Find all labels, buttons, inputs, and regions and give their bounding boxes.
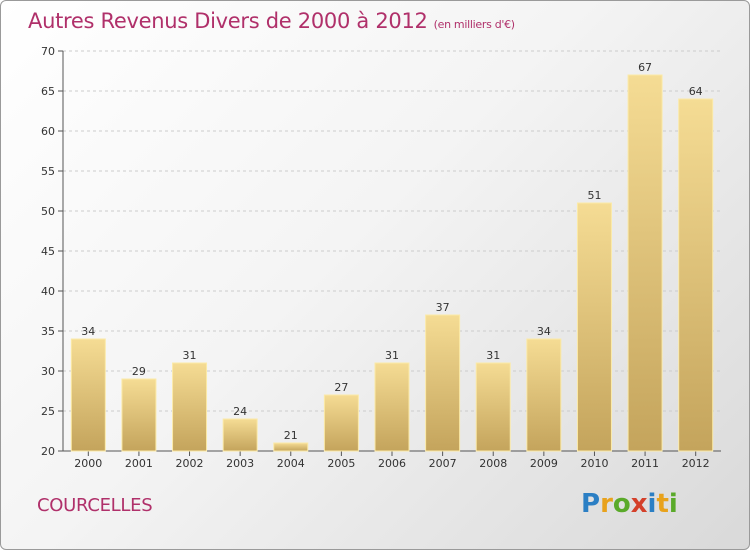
bar-value-label: 21 (284, 429, 298, 442)
chart-title-text: Autres Revenus Divers de 2000 à 2012 (28, 9, 428, 33)
logo-letter: P (581, 489, 601, 519)
y-tick-label: 50 (41, 205, 55, 218)
y-tick-label: 25 (41, 405, 55, 418)
bar-2004 (273, 442, 309, 452)
bar-value-label: 31 (385, 349, 399, 362)
bar-value-label: 37 (436, 301, 450, 314)
y-tick-label: 70 (41, 45, 55, 58)
x-tick-label: 2000 (74, 457, 102, 470)
bar-value-label: 34 (537, 325, 551, 338)
bar-value-label: 31 (183, 349, 197, 362)
logo-letter: i (668, 489, 678, 519)
bar-2009 (526, 338, 562, 452)
x-tick-label: 2012 (682, 457, 710, 470)
y-tick-label: 40 (41, 285, 55, 298)
bars: 34 29 31 24 21 27 31 37 31 34 51 67 64 (70, 61, 714, 452)
bar-value-label: 24 (233, 405, 247, 418)
bar-value-label: 27 (334, 381, 348, 394)
bar-value-label: 51 (587, 189, 601, 202)
y-tick-label: 60 (41, 125, 55, 138)
logo-letter: t (656, 489, 669, 519)
bar-2003 (222, 418, 258, 452)
y-tick-label: 65 (41, 85, 55, 98)
x-tick-label: 2008 (479, 457, 507, 470)
x-tick-label: 2005 (327, 457, 355, 470)
proxiti-logo[interactable]: Proxiti (581, 489, 678, 519)
bar-2000 (70, 338, 106, 452)
logo-letter: x (630, 489, 648, 519)
y-tick-label: 45 (41, 245, 55, 258)
bar-value-label: 34 (81, 325, 95, 338)
y-tick-label: 35 (41, 325, 55, 338)
place-name: COURCELLES (37, 495, 153, 516)
y-tick-label: 30 (41, 365, 55, 378)
logo-letter: i (647, 489, 657, 519)
x-tick-label: 2001 (125, 457, 153, 470)
bar-value-label: 67 (638, 61, 652, 74)
logo-letter: r (600, 489, 613, 519)
x-tick-label: 2003 (226, 457, 254, 470)
x-tick-label: 2010 (580, 457, 608, 470)
chart-title-unit: (en milliers d'€) (433, 18, 515, 31)
bar-2010 (576, 202, 612, 452)
logo-letter: o (612, 489, 631, 519)
bar-value-label: 31 (486, 349, 500, 362)
bar-2007 (425, 314, 461, 452)
bar-2002 (172, 362, 208, 452)
bar-value-label: 29 (132, 365, 146, 378)
bar-2001 (121, 378, 157, 452)
x-tick-label: 2009 (530, 457, 558, 470)
bar-2012 (678, 98, 714, 452)
x-tick-label: 2004 (277, 457, 305, 470)
bar-2005 (323, 394, 359, 452)
y-tick-labels: 20 25 30 35 40 45 50 55 60 65 70 (41, 45, 55, 458)
x-tick-label: 2006 (378, 457, 406, 470)
bar-2006 (374, 362, 410, 452)
x-tick-label: 2007 (429, 457, 457, 470)
bar-value-label: 64 (689, 85, 703, 98)
x-tick-label: 2002 (176, 457, 204, 470)
x-tick-labels: 2000 2001 2002 2003 2004 2005 2006 2007 2008 2009… (74, 457, 709, 470)
x-tick-label: 2011 (631, 457, 659, 470)
bar-2011 (627, 74, 663, 452)
y-tick-label: 55 (41, 165, 55, 178)
chart-title: Autres Revenus Divers de 2000 à 2012 (en … (28, 9, 515, 33)
bar-2008 (475, 362, 511, 452)
y-tick-label: 20 (41, 445, 55, 458)
